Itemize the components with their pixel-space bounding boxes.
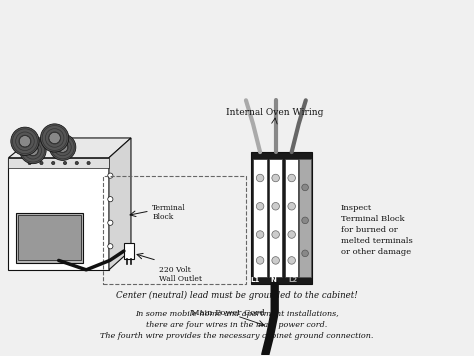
Polygon shape xyxy=(109,138,131,270)
Circle shape xyxy=(57,142,68,152)
Circle shape xyxy=(49,132,60,143)
Text: In some mobile home and apartment installations,
there are four wires in the mai: In some mobile home and apartment instal… xyxy=(100,310,374,340)
Bar xyxy=(299,159,311,277)
Circle shape xyxy=(272,231,279,238)
Text: Main Power Cord: Main Power Cord xyxy=(191,309,264,317)
Polygon shape xyxy=(9,158,109,270)
Text: N: N xyxy=(270,277,276,283)
Circle shape xyxy=(302,184,309,191)
Circle shape xyxy=(288,257,295,264)
Bar xyxy=(9,158,109,168)
Circle shape xyxy=(256,203,264,210)
Bar xyxy=(124,242,134,260)
Circle shape xyxy=(256,231,264,238)
Text: Inspect
Terminal Block
for burned or
melted terminals
or other damage: Inspect Terminal Block for burned or mel… xyxy=(341,204,412,256)
Circle shape xyxy=(40,161,43,165)
Circle shape xyxy=(256,257,264,264)
Circle shape xyxy=(108,244,113,249)
Circle shape xyxy=(288,174,295,182)
Circle shape xyxy=(28,145,38,156)
Circle shape xyxy=(28,161,31,165)
Circle shape xyxy=(108,197,113,202)
Text: 220 Volt
Wall Outlet: 220 Volt Wall Outlet xyxy=(159,266,202,283)
Bar xyxy=(18,215,81,261)
Circle shape xyxy=(272,174,279,182)
Circle shape xyxy=(108,220,113,225)
Text: L1: L1 xyxy=(251,277,260,283)
Circle shape xyxy=(19,136,31,147)
Circle shape xyxy=(302,217,309,224)
Circle shape xyxy=(108,173,113,178)
Circle shape xyxy=(11,127,39,155)
Circle shape xyxy=(40,124,69,152)
Text: Center (neutral) lead must be grounded to the cabinet!: Center (neutral) lead must be grounded t… xyxy=(116,291,358,300)
Circle shape xyxy=(52,161,55,165)
Circle shape xyxy=(256,174,264,182)
Text: Terminal
Block: Terminal Block xyxy=(152,204,186,221)
Circle shape xyxy=(302,250,309,257)
Circle shape xyxy=(49,134,76,161)
Circle shape xyxy=(288,203,295,210)
Bar xyxy=(16,213,83,263)
Circle shape xyxy=(75,161,78,165)
Bar xyxy=(254,159,267,277)
Circle shape xyxy=(64,161,67,165)
Circle shape xyxy=(288,231,295,238)
Text: L2: L2 xyxy=(288,277,297,283)
Polygon shape xyxy=(9,138,131,158)
Circle shape xyxy=(20,137,46,164)
Text: Internal Oven Wiring: Internal Oven Wiring xyxy=(226,108,323,117)
Circle shape xyxy=(87,161,90,165)
Bar xyxy=(269,159,282,277)
Bar xyxy=(251,152,312,284)
Circle shape xyxy=(272,257,279,264)
Circle shape xyxy=(272,203,279,210)
Bar xyxy=(285,159,298,277)
